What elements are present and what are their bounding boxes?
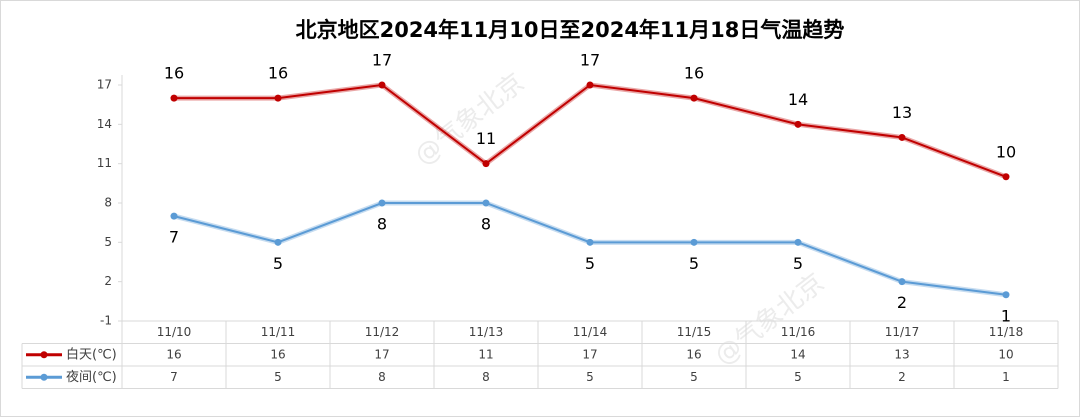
table-value: 2	[898, 370, 906, 384]
x-tick-label: 11/10	[157, 325, 192, 339]
point	[170, 94, 178, 102]
data-label: 16	[268, 64, 288, 83]
point	[482, 199, 490, 207]
point	[586, 238, 594, 246]
legend-label: 白天(℃)	[66, 346, 117, 362]
table-value: 16	[270, 347, 285, 361]
table-value: 17	[582, 347, 597, 361]
data-label: 5	[585, 254, 595, 273]
point	[794, 238, 802, 246]
x-tick-label: 11/13	[469, 325, 504, 339]
table-value: 5	[586, 370, 594, 384]
y-tick-label: 5	[104, 235, 112, 249]
y-tick-label: 2	[104, 274, 112, 288]
table-value: 8	[378, 370, 386, 384]
data-label: 5	[793, 254, 803, 273]
data-label: 14	[788, 90, 808, 109]
x-tick-label: 11/17	[885, 325, 920, 339]
point	[690, 94, 698, 102]
point	[898, 133, 906, 141]
point	[898, 278, 906, 286]
data-label: 16	[684, 64, 704, 83]
point	[378, 81, 386, 89]
point	[378, 199, 386, 207]
table-value: 16	[686, 347, 701, 361]
data-label: 5	[689, 254, 699, 273]
point	[482, 160, 490, 168]
table-value: 17	[374, 347, 389, 361]
y-tick-label: 17	[97, 78, 112, 92]
chart-title: 北京地区2024年11月10日至2024年11月18日气温趋势	[296, 18, 845, 42]
y-tick-label: -1	[100, 314, 112, 328]
point	[274, 238, 282, 246]
data-label: 11	[476, 129, 496, 148]
data-label: 7	[169, 228, 179, 247]
data-label: 1	[1001, 306, 1011, 325]
table-value: 16	[166, 347, 181, 361]
legend-marker	[40, 351, 48, 359]
x-tick-label: 11/12	[365, 325, 400, 339]
point	[794, 120, 802, 128]
y-tick-label: 8	[104, 196, 112, 210]
x-tick-label: 11/11	[261, 325, 296, 339]
point	[586, 81, 594, 89]
point	[1002, 291, 1010, 299]
data-label: 5	[273, 254, 283, 273]
y-tick-label: 11	[97, 156, 112, 170]
data-label: 17	[580, 51, 600, 70]
x-tick-label: 11/14	[573, 325, 608, 339]
table-value: 13	[894, 347, 909, 361]
data-label: 17	[372, 51, 392, 70]
x-tick-label: 11/15	[677, 325, 712, 339]
x-tick-label: 11/18	[989, 325, 1024, 339]
point	[170, 212, 178, 220]
y-tick-label: 14	[97, 117, 112, 131]
data-label: 16	[164, 64, 184, 83]
table-value: 5	[794, 370, 802, 384]
point	[690, 238, 698, 246]
table-value: 14	[790, 347, 805, 361]
table-value: 5	[274, 370, 282, 384]
table-value: 5	[690, 370, 698, 384]
table-value: 10	[998, 347, 1013, 361]
data-label: 8	[481, 215, 491, 234]
legend-marker	[40, 373, 48, 381]
table-value: 8	[482, 370, 490, 384]
table-value: 11	[478, 347, 493, 361]
point	[1002, 173, 1010, 181]
data-label: 10	[996, 142, 1016, 161]
point	[274, 94, 282, 102]
data-label: 8	[377, 215, 387, 234]
legend-label: 夜间(℃)	[66, 370, 117, 385]
x-tick-label: 11/16	[781, 325, 816, 339]
table-value: 1	[1002, 370, 1010, 384]
table-value: 7	[170, 370, 178, 384]
data-label: 2	[897, 293, 907, 312]
data-label: 13	[892, 103, 912, 122]
